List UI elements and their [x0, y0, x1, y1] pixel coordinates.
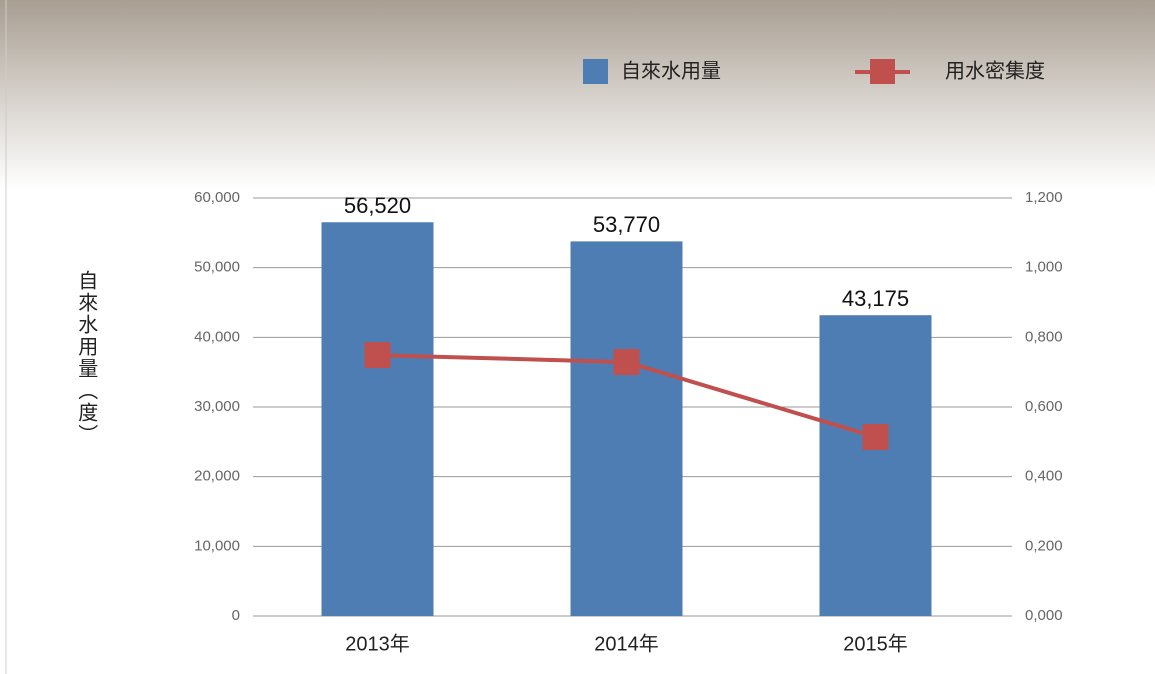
- legend-swatch: [583, 59, 608, 84]
- legend-label: 用水密集度: [945, 59, 1045, 82]
- y-axis-title: 自來水用量（度）: [75, 270, 98, 446]
- y2-tick-label: 0,600: [1025, 398, 1063, 415]
- y2-tick-label: 0,000: [1025, 607, 1063, 624]
- data-label: 53,770: [593, 212, 660, 237]
- x-tick-label: 2013年: [345, 632, 410, 655]
- x-tick-label: 2014年: [594, 632, 659, 655]
- y-tick-label: 0: [232, 607, 240, 624]
- data-label: 56,520: [344, 193, 411, 218]
- line-marker: [365, 342, 391, 368]
- bar: [322, 222, 434, 616]
- y-tick-label: 20,000: [194, 468, 240, 485]
- chart: 自來水用量（度） 0 10,000 20,000 30,000 40,000 50,000…: [0, 0, 1155, 674]
- bar: [571, 241, 683, 616]
- y2-tick-label: 1,000: [1025, 259, 1063, 276]
- y-tick-label: 10,000: [194, 537, 240, 554]
- y2-tick-label: 0,800: [1025, 328, 1063, 345]
- y-tick-label: 50,000: [194, 259, 240, 276]
- y2-tick-label: 1,200: [1025, 189, 1063, 206]
- data-label: 43,175: [842, 286, 909, 311]
- bar: [820, 315, 932, 616]
- y2-tick-label: 0,400: [1025, 468, 1063, 485]
- line-marker: [614, 349, 640, 375]
- line-marker: [863, 424, 889, 450]
- y-tick-label: 30,000: [194, 398, 240, 415]
- legend-label: 自來水用量: [621, 59, 721, 82]
- y2-tick-label: 0,200: [1025, 537, 1063, 554]
- legend-swatch: [870, 59, 895, 84]
- y-tick-label: 40,000: [194, 328, 240, 345]
- x-tick-label: 2015年: [843, 632, 908, 655]
- y-tick-label: 60,000: [194, 189, 240, 206]
